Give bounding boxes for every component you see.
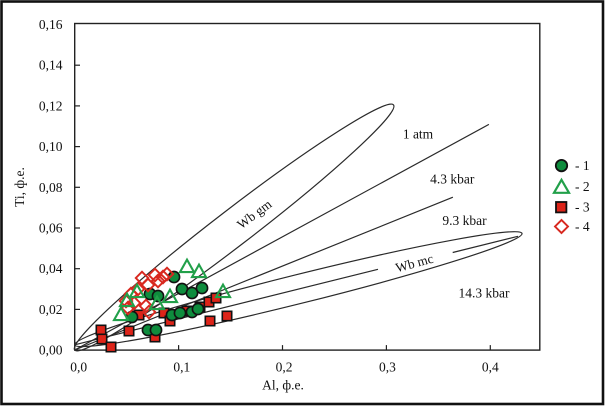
svg-text:0,3: 0,3 <box>379 360 396 375</box>
svg-text:- 2: - 2 <box>575 179 590 194</box>
svg-text:0,10: 0,10 <box>39 139 63 154</box>
svg-text:0,00: 0,00 <box>39 343 63 358</box>
svg-text:0,04: 0,04 <box>39 261 63 276</box>
svg-text:0,12: 0,12 <box>39 98 63 113</box>
svg-text:14.3 kbar: 14.3 kbar <box>459 286 510 301</box>
svg-text:Al, ф.е.: Al, ф.е. <box>262 377 304 392</box>
svg-text:- 4: - 4 <box>575 219 590 234</box>
svg-text:- 3: - 3 <box>575 200 590 215</box>
svg-text:- 1: - 1 <box>575 158 590 173</box>
svg-text:0,08: 0,08 <box>39 180 63 195</box>
svg-text:4.3 kbar: 4.3 kbar <box>430 172 475 187</box>
svg-text:0,06: 0,06 <box>39 221 63 236</box>
svg-text:9.3 kbar: 9.3 kbar <box>442 213 487 228</box>
svg-text:0,1: 0,1 <box>173 360 190 375</box>
svg-text:0,2: 0,2 <box>276 360 293 375</box>
svg-text:0,4: 0,4 <box>482 360 499 375</box>
svg-text:Ti, ф.е.: Ti, ф.е. <box>12 167 27 207</box>
svg-text:1 atm: 1 atm <box>403 127 434 142</box>
svg-text:0,14: 0,14 <box>39 58 63 73</box>
svg-text:0,16: 0,16 <box>39 17 63 32</box>
svg-text:0,0: 0,0 <box>70 360 87 375</box>
svg-text:0,02: 0,02 <box>39 302 63 317</box>
